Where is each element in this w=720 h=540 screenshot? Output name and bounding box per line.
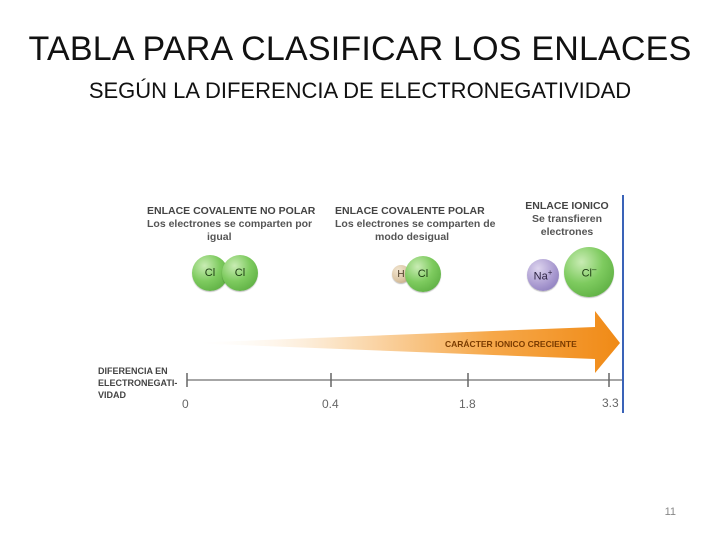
tick-label: 0.4 [322, 397, 339, 411]
atom-symbol: Cl [417, 268, 429, 280]
category-description: Los electrones se comparten de [335, 218, 496, 230]
axis-title-line: DIFERENCIA EN [98, 366, 168, 376]
category-ionic: ENLACE IONICO Se transfieren electrones [517, 200, 617, 239]
atom-symbol: Cl [234, 267, 246, 279]
atom-cl-polar: Cl [405, 256, 441, 292]
category-heading: ENLACE IONICO [525, 200, 609, 212]
category-description: Los electrones se comparten por [147, 218, 313, 230]
tick-label: 1.8 [459, 397, 476, 411]
category-description: igual [207, 231, 232, 243]
ion-na: Na+ [527, 259, 559, 291]
axis-title-line: VIDAD [98, 390, 127, 400]
axis-title-line: ELECTRONEGATI- [98, 378, 178, 388]
ion-symbol: Cl– [581, 264, 597, 280]
category-description: modo desigual [375, 231, 450, 243]
tick-label: 3.3 [602, 396, 619, 410]
atom-symbol: H [397, 268, 405, 280]
arrow-shape [187, 311, 620, 373]
category-nonpolar: ENLACE COVALENTE NO POLAR Los electrones… [147, 205, 317, 244]
category-heading: ENLACE COVALENTE NO POLAR [147, 205, 316, 217]
electronegativity-figure: ENLACE COVALENTE NO POLAR Los electrones… [95, 195, 630, 415]
ionic-character-arrow: CARÁCTER IONICO CRECIENTE [187, 311, 620, 373]
atom-symbol: Cl [204, 267, 216, 279]
ion-symbol: Na+ [533, 267, 553, 283]
slide-subtitle: SEGÚN LA DIFERENCIA DE ELECTRONEGATIVIDA… [88, 78, 632, 103]
category-heading: ENLACE COVALENTE POLAR [335, 205, 485, 217]
atom-cl-left: Cl [192, 255, 228, 291]
tick-label: 0 [182, 397, 189, 411]
arrow-label: CARÁCTER IONICO CRECIENTE [445, 339, 577, 349]
slide-number: 11 [664, 506, 676, 518]
category-description: electrones [540, 226, 594, 238]
electronegativity-axis [186, 373, 622, 387]
axis-title: DIFERENCIA EN ELECTRONEGATI- VIDAD [98, 365, 188, 401]
right-boundary-line [622, 195, 624, 413]
ion-cl: Cl– [564, 247, 614, 297]
atom-cl-right: Cl [222, 255, 258, 291]
category-description: Se transfieren [531, 213, 603, 225]
category-polar: ENLACE COVALENTE POLAR Los electrones se… [335, 205, 505, 244]
slide-title: TABLA PARA CLASIFICAR LOS ENLACES [28, 30, 692, 68]
